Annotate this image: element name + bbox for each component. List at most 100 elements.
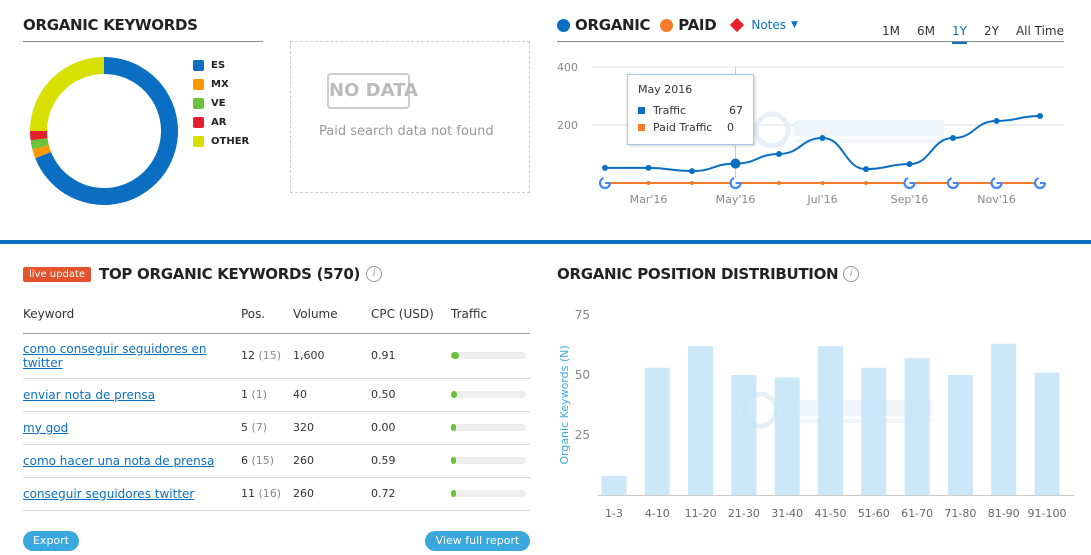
- data-point-organic[interactable]: [602, 164, 608, 171]
- google-update-icon[interactable]: [903, 176, 916, 190]
- keyword-link[interactable]: como hacer una nota de prensa: [23, 453, 215, 468]
- table-row: como hacer una nota de prensa 6 (15) 260…: [23, 444, 530, 478]
- volume: 40: [293, 378, 371, 412]
- x-tick-label: 51-60: [858, 507, 890, 520]
- google-update-icon[interactable]: [990, 176, 1003, 190]
- google-update-icon[interactable]: [729, 176, 742, 190]
- donut-slice-other[interactable]: [30, 57, 104, 131]
- traffic-bar-fill: [451, 391, 457, 398]
- section-divider: [0, 240, 1091, 244]
- donut-slice-mx[interactable]: [32, 145, 52, 159]
- range-tabs: 1M 6M 1Y 2Y All Time: [865, 20, 1064, 44]
- previous-position: (15): [258, 349, 282, 362]
- position: 11: [241, 487, 255, 500]
- bar-31-40[interactable]: [774, 377, 800, 495]
- bar-41-50[interactable]: [818, 346, 843, 495]
- chevron-down-icon: ▼: [791, 20, 798, 30]
- range-tab[interactable]: 1Y: [952, 24, 967, 44]
- position: 5: [241, 421, 248, 434]
- data-point-paid[interactable]: [690, 181, 694, 185]
- cpc: 0.00: [371, 411, 451, 445]
- keyword-link[interactable]: conseguir seguidores twitter: [23, 486, 195, 501]
- keyword-link[interactable]: enviar nota de prensa: [23, 387, 156, 402]
- range-tab[interactable]: 1M: [882, 24, 900, 38]
- previous-position: (1): [251, 388, 268, 401]
- organic-keywords-donut: [30, 57, 179, 205]
- bar-21-30[interactable]: [731, 375, 757, 495]
- legend-label: AR: [211, 117, 227, 128]
- data-point-organic[interactable]: [819, 135, 826, 142]
- donut-slice-ar[interactable]: [30, 131, 48, 141]
- y-tick-label: 400: [557, 61, 578, 74]
- bar-91-100[interactable]: [1034, 372, 1060, 495]
- bar-51-60[interactable]: [861, 367, 887, 495]
- legend-item[interactable]: OTHER: [193, 132, 249, 151]
- donut-slice-ve[interactable]: [30, 138, 49, 150]
- data-point-organic[interactable]: [906, 161, 913, 168]
- legend-item[interactable]: VE: [193, 94, 249, 113]
- keyword-link[interactable]: my god: [23, 420, 69, 435]
- divider: [23, 41, 263, 42]
- bar-4-10[interactable]: [644, 367, 670, 495]
- chart-tooltip: May 2016 Traffic 67 Paid Traffic 0: [627, 74, 754, 145]
- bar-81-90[interactable]: [991, 343, 1017, 495]
- data-point-organic[interactable]: [1037, 113, 1043, 120]
- keyword-link[interactable]: como conseguir seguidores en twitter: [23, 341, 207, 370]
- data-point-organic[interactable]: [776, 151, 782, 157]
- y-tick-label: 50: [575, 368, 590, 382]
- y-tick-label: 25: [575, 428, 590, 442]
- legend-item[interactable]: MX: [193, 75, 249, 94]
- data-point-paid[interactable]: [777, 181, 781, 185]
- legend-swatch-icon: [193, 60, 204, 71]
- info-icon[interactable]: i: [843, 266, 860, 282]
- legend-item[interactable]: ES: [193, 56, 249, 75]
- x-tick-label: 61-70: [901, 507, 933, 520]
- bar-11-20[interactable]: [688, 346, 714, 495]
- x-tick-label: 81-90: [988, 507, 1020, 520]
- paid-no-data-panel: NO DATA Paid search data not found: [290, 41, 530, 193]
- range-tab[interactable]: 6M: [917, 24, 935, 38]
- view-full-report-button[interactable]: View full report: [425, 531, 530, 551]
- google-update-icon[interactable]: [946, 176, 960, 190]
- bar-71-80[interactable]: [947, 375, 973, 495]
- range-tab[interactable]: All Time: [1015, 24, 1064, 38]
- y-tick-label: 200: [557, 119, 578, 132]
- legend-item[interactable]: AR: [193, 113, 249, 132]
- export-button[interactable]: Export: [23, 531, 79, 551]
- data-point-paid[interactable]: [646, 181, 651, 185]
- info-icon[interactable]: i: [366, 266, 383, 282]
- data-point-organic[interactable]: [950, 135, 956, 142]
- previous-position: (7): [251, 421, 268, 434]
- x-tick-label: Sep'16: [891, 193, 929, 206]
- data-point-organic[interactable]: [689, 168, 695, 175]
- x-tick-label: Nov'16: [977, 193, 1016, 206]
- x-tick-label: 11-20: [685, 507, 717, 520]
- legend-label: OTHER: [211, 136, 250, 147]
- bar-61-70[interactable]: [904, 358, 930, 495]
- table-row: como conseguir seguidores en twitter 12 …: [23, 333, 530, 379]
- data-point-paid[interactable]: [864, 181, 868, 185]
- bar-1-3[interactable]: [601, 475, 627, 495]
- table-row: conseguir seguidores twitter 11 (16) 260…: [23, 477, 530, 511]
- legend-organic[interactable]: ORGANIC: [575, 16, 651, 34]
- data-point-organic[interactable]: [993, 117, 1000, 124]
- x-tick-label: 91-100: [1028, 507, 1067, 520]
- notes-dropdown[interactable]: Notes: [751, 18, 787, 32]
- data-point-paid[interactable]: [820, 181, 825, 185]
- range-tab[interactable]: 2Y: [983, 24, 999, 38]
- cpc: 0.50: [371, 378, 451, 412]
- paid-dot-icon: [660, 18, 674, 32]
- traffic-bar: [451, 391, 526, 398]
- google-update-icon[interactable]: [598, 176, 612, 190]
- volume: 260: [293, 477, 371, 511]
- notes-diamond-icon: [730, 17, 745, 33]
- paid-swatch-icon: [638, 124, 645, 131]
- legend-paid[interactable]: PAID: [678, 16, 717, 34]
- data-point-organic[interactable]: [645, 164, 652, 171]
- data-point-organic[interactable]: [730, 158, 741, 169]
- google-update-icon[interactable]: [1033, 176, 1047, 190]
- no-data-message: Paid search data not found: [319, 124, 494, 139]
- tooltip-paid-label: Paid Traffic: [653, 121, 713, 134]
- y-axis-label: Organic Keywords (N): [558, 345, 571, 464]
- data-point-organic[interactable]: [863, 166, 869, 173]
